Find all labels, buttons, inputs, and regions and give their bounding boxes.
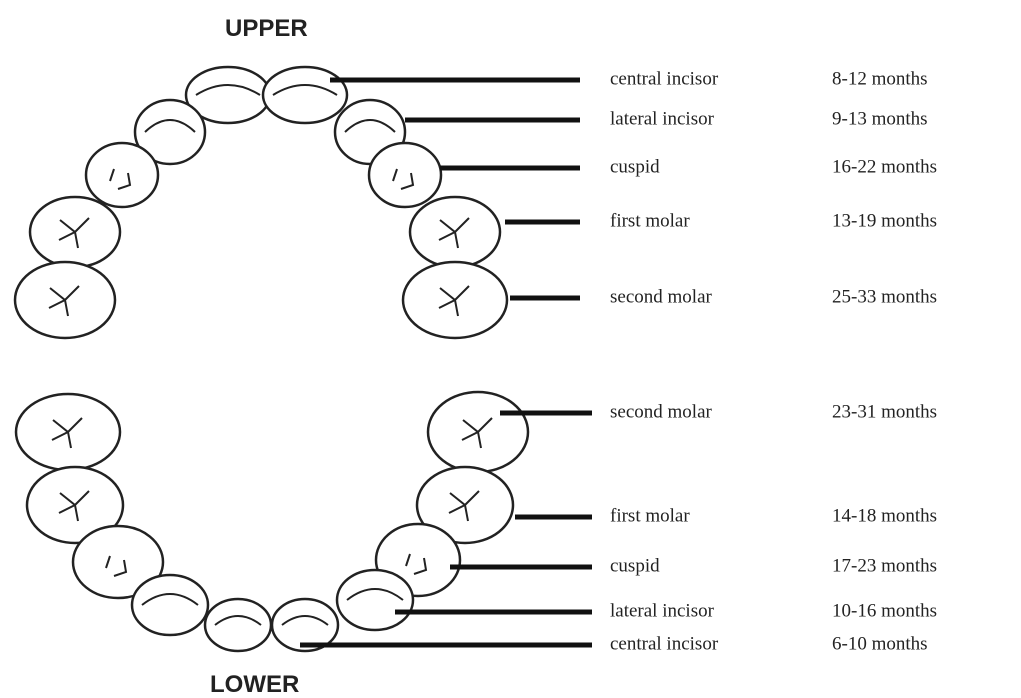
eruption-age: 17-23 months	[832, 555, 937, 576]
tooth	[86, 143, 158, 207]
tooth-name: cuspid	[610, 555, 660, 576]
tooth-name: second molar	[610, 286, 713, 307]
lower-title: LOWER	[210, 671, 299, 698]
eruption-age: 14-18 months	[832, 505, 937, 526]
tooth	[205, 599, 271, 651]
tooth-name: first molar	[610, 505, 690, 526]
eruption-age: 6-10 months	[832, 633, 928, 654]
tooth-name: second molar	[610, 401, 713, 422]
eruption-age: 23-31 months	[832, 401, 937, 422]
tooth-name: central incisor	[610, 68, 719, 89]
eruption-age: 8-12 months	[832, 68, 928, 89]
tooth-name: lateral incisor	[610, 600, 715, 621]
eruption-age: 10-16 months	[832, 600, 937, 621]
eruption-age: 16-22 months	[832, 156, 937, 177]
tooth-name: central incisor	[610, 633, 719, 654]
tooth-name: first molar	[610, 210, 690, 231]
tooth-name: lateral incisor	[610, 108, 715, 129]
tooth	[369, 143, 441, 207]
eruption-age: 9-13 months	[832, 108, 928, 129]
eruption-age: 25-33 months	[832, 286, 937, 307]
tooth-eruption-diagram: UPPER LOWER central incisor 8-12 months la…	[0, 0, 1021, 698]
eruption-age: 13-19 months	[832, 210, 937, 231]
upper-title: UPPER	[225, 15, 308, 42]
tooth-name: cuspid	[610, 156, 660, 177]
tooth	[263, 67, 347, 123]
